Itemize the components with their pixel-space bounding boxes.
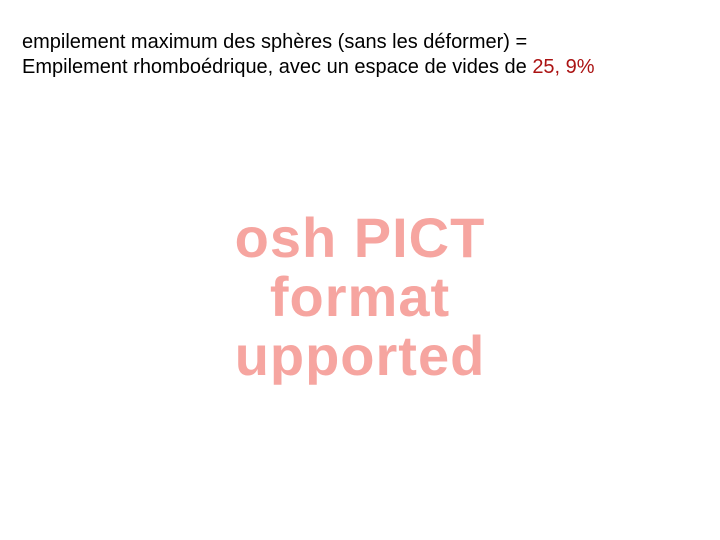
error-line-1: osh PICT — [170, 209, 550, 268]
text-line-2: Empilement rhomboédrique, avec un espace… — [22, 56, 532, 78]
text-highlight: 25, 9% — [532, 56, 594, 78]
body-text: empilement maximum des sphères (sans les… — [22, 30, 595, 80]
unsupported-image-placeholder: osh PICT format upported — [170, 209, 550, 385]
error-line-3: upported — [170, 326, 550, 385]
error-line-2: format — [170, 268, 550, 327]
slide: empilement maximum des sphères (sans les… — [0, 0, 720, 540]
text-line-1: empilement maximum des sphères (sans les… — [22, 31, 527, 53]
